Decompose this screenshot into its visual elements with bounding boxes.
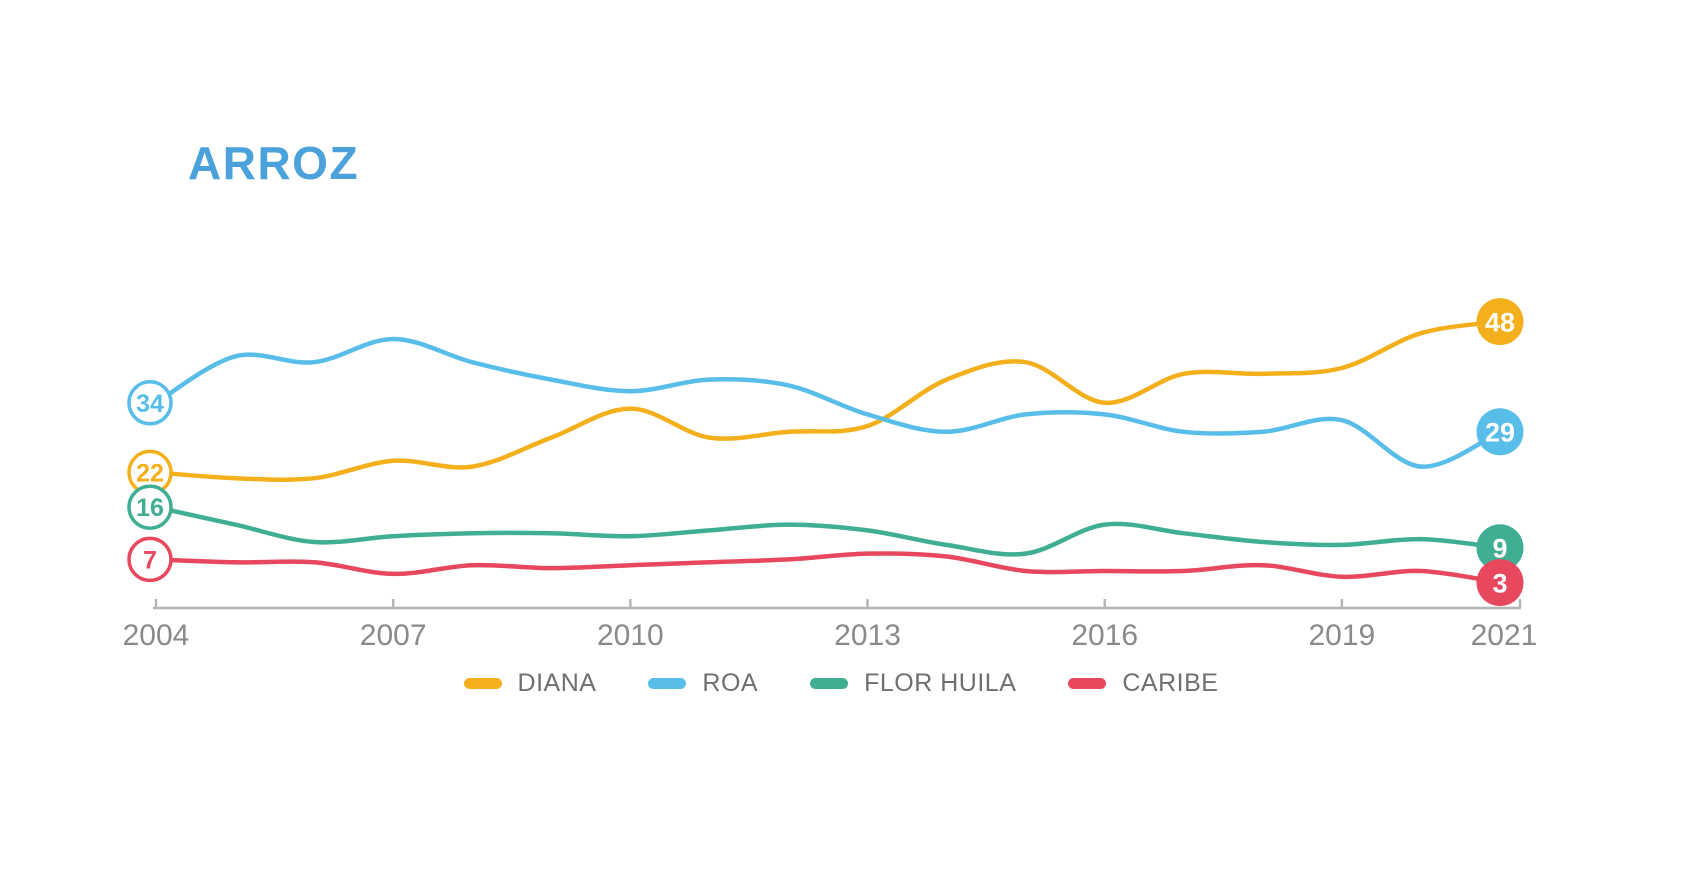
legend-swatch-flor-huila — [810, 678, 849, 689]
legend-swatch-roa — [648, 678, 687, 689]
end-badge-circle — [1476, 408, 1524, 456]
start-badge-circle — [127, 380, 173, 426]
start-badge-value: 16 — [136, 494, 164, 522]
x-axis-tick-label: 2021 — [1471, 619, 1538, 652]
legend-item-roa: ROA — [648, 669, 758, 698]
end-badge-value: 9 — [1492, 534, 1507, 564]
x-axis-tick-label: 2013 — [834, 619, 901, 652]
start-badge-circle — [127, 484, 173, 530]
start-badge-caribe: 7 — [127, 536, 173, 583]
start-badge-flor-huila: 16 — [127, 484, 173, 530]
series-line-diana — [153, 319, 1503, 482]
end-badge-circle — [1476, 559, 1524, 607]
legend-item-flor-huila: FLOR HUILA — [810, 669, 1016, 698]
end-badge-roa: 29 — [1476, 408, 1524, 456]
x-axis-tick-label: 2016 — [1071, 619, 1138, 652]
legend-swatch-caribe — [1068, 678, 1107, 689]
legend-swatch-diana — [463, 678, 502, 689]
chart-legend: DIANA ROA FLOR HUILA CARIBE — [0, 669, 1682, 698]
end-badge-value: 3 — [1492, 568, 1507, 598]
x-axis-tick-label: 2004 — [123, 619, 190, 652]
x-axis-tick-label: 2019 — [1309, 619, 1376, 652]
x-axis-tick-label: 2010 — [597, 619, 664, 652]
start-badge-circle — [127, 536, 173, 583]
end-badge-value: 48 — [1485, 307, 1515, 337]
legend-item-caribe: CARIBE — [1068, 669, 1218, 698]
series-line-flor-huila — [153, 504, 1503, 557]
legend-label: FLOR HUILA — [864, 669, 1017, 697]
end-badge-circle — [1476, 524, 1524, 572]
start-badge-value: 34 — [136, 390, 164, 418]
legend-label: ROA — [702, 669, 759, 697]
legend-label: CARIBE — [1122, 669, 1219, 697]
end-badge-circle — [1476, 298, 1524, 346]
start-badge-value: 22 — [136, 459, 164, 487]
legend-label: DIANA — [517, 669, 597, 697]
series-line-caribe — [153, 551, 1503, 585]
start-badge-value: 7 — [143, 546, 157, 574]
legend-item-diana: DIANA — [463, 669, 597, 698]
start-badge-roa: 34 — [127, 380, 173, 426]
x-axis-tick-label: 2007 — [360, 619, 427, 652]
chart-title: ARROZ — [188, 137, 360, 189]
end-badge-diana: 48 — [1476, 298, 1524, 346]
x-axis: 2004 2007 2010 2013 2016 2019 2021 — [123, 599, 1538, 652]
series-line-roa — [153, 336, 1503, 469]
end-badge-flor-huila: 9 — [1476, 524, 1524, 572]
end-badge-caribe: 3 — [1476, 559, 1524, 607]
end-badge-value: 29 — [1485, 418, 1515, 448]
